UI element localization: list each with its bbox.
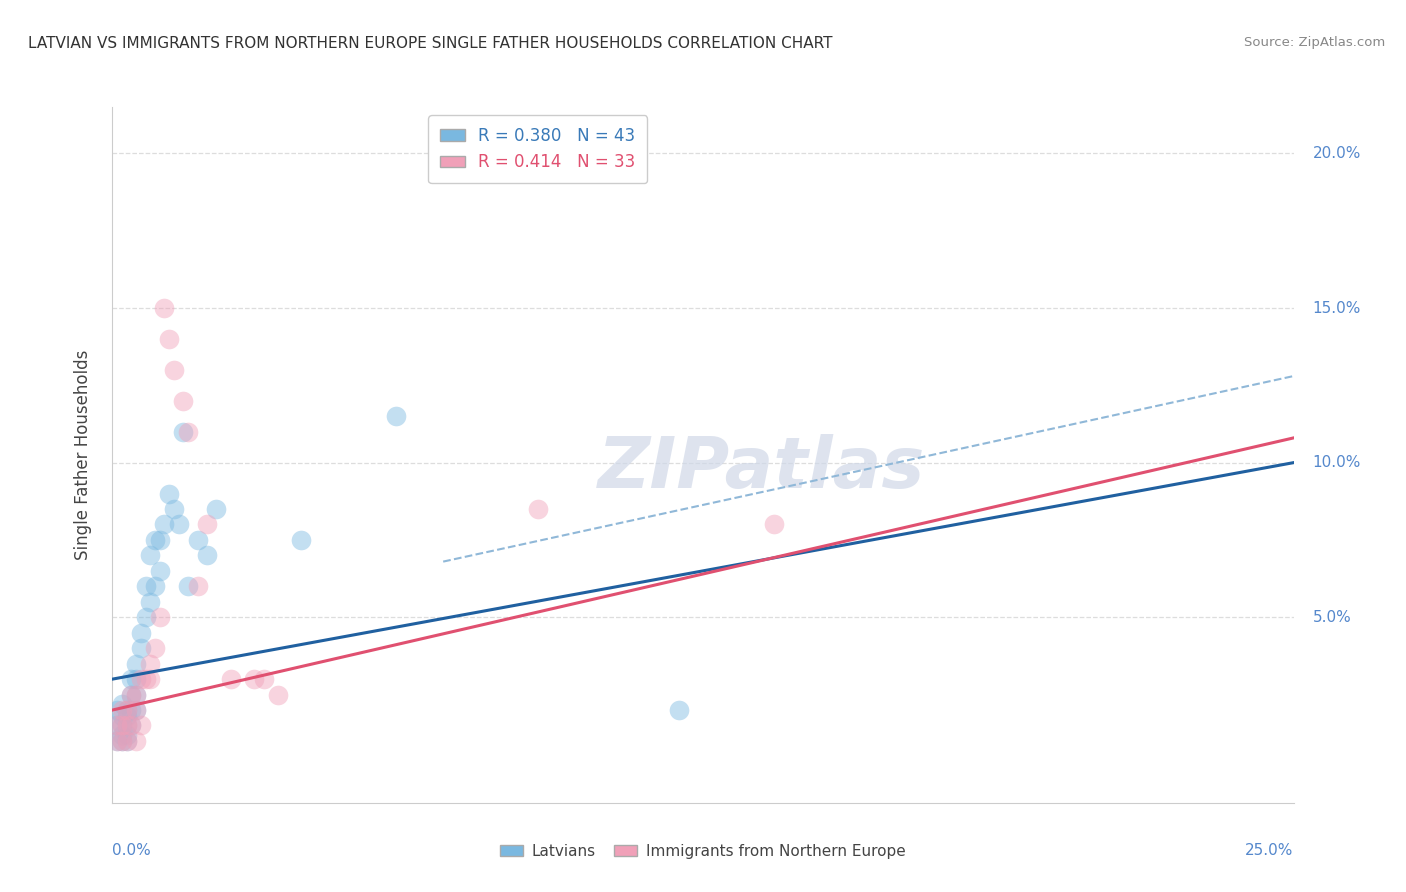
Point: [125, 672, 148, 686]
Point: [111, 734, 134, 748]
Point: [149, 533, 172, 547]
Point: [195, 517, 218, 532]
Point: [143, 641, 166, 656]
Point: [115, 728, 138, 742]
Point: [143, 579, 166, 593]
Point: [153, 301, 176, 315]
Text: 15.0%: 15.0%: [1312, 301, 1361, 316]
Point: [111, 728, 134, 742]
Point: [120, 703, 142, 717]
Point: [115, 709, 138, 723]
Text: 25.0%: 25.0%: [1246, 843, 1294, 858]
Point: [105, 703, 128, 717]
Point: [111, 718, 134, 732]
Point: [115, 734, 138, 748]
Point: [125, 657, 148, 671]
Point: [385, 409, 408, 424]
Point: [105, 718, 128, 732]
Point: [668, 703, 690, 717]
Point: [167, 517, 190, 532]
Point: [163, 363, 186, 377]
Point: [120, 672, 142, 686]
Point: [129, 625, 152, 640]
Point: [186, 579, 208, 593]
Point: [105, 734, 128, 748]
Text: 20.0%: 20.0%: [1312, 146, 1361, 161]
Point: [120, 688, 142, 702]
Point: [762, 517, 785, 532]
Point: [205, 502, 228, 516]
Point: [157, 486, 180, 500]
Point: [125, 703, 148, 717]
Legend: Latvians, Immigrants from Northern Europe: Latvians, Immigrants from Northern Europ…: [494, 838, 912, 864]
Point: [243, 672, 266, 686]
Point: [253, 672, 276, 686]
Point: [115, 703, 138, 717]
Point: [105, 734, 128, 748]
Point: [125, 734, 148, 748]
Point: [115, 718, 138, 732]
Point: [111, 734, 134, 748]
Point: [219, 672, 242, 686]
Point: [125, 688, 148, 702]
Point: [186, 533, 208, 547]
Point: [139, 672, 162, 686]
Point: [115, 718, 138, 732]
Point: [111, 718, 134, 732]
Point: [290, 533, 312, 547]
Point: [129, 641, 152, 656]
Point: [149, 564, 172, 578]
Point: [129, 672, 152, 686]
Point: [153, 517, 176, 532]
Point: [111, 709, 134, 723]
Point: [115, 734, 138, 748]
Point: [125, 688, 148, 702]
Point: [139, 657, 162, 671]
Point: [177, 425, 200, 439]
Point: [111, 703, 134, 717]
Point: [120, 718, 142, 732]
Text: 0.0%: 0.0%: [112, 843, 152, 858]
Point: [115, 703, 138, 717]
Text: Source: ZipAtlas.com: Source: ZipAtlas.com: [1244, 36, 1385, 49]
Point: [163, 502, 186, 516]
Point: [157, 332, 180, 346]
Point: [139, 549, 162, 563]
Point: [120, 688, 142, 702]
Point: [172, 393, 194, 408]
Point: [135, 672, 157, 686]
Point: [139, 595, 162, 609]
Point: [195, 549, 218, 563]
Text: Single Father Households: Single Father Households: [75, 350, 91, 560]
Point: [120, 718, 142, 732]
Point: [125, 703, 148, 717]
Point: [143, 533, 166, 547]
Point: [526, 502, 548, 516]
Point: [172, 425, 194, 439]
Point: [177, 579, 200, 593]
Text: 5.0%: 5.0%: [1312, 610, 1351, 624]
Text: 10.0%: 10.0%: [1312, 455, 1361, 470]
Point: [135, 579, 157, 593]
Text: ZIPatlas: ZIPatlas: [599, 434, 925, 503]
Point: [149, 610, 172, 624]
Point: [111, 697, 134, 711]
Point: [129, 718, 152, 732]
Point: [135, 610, 157, 624]
Point: [105, 718, 128, 732]
Text: LATVIAN VS IMMIGRANTS FROM NORTHERN EUROPE SINGLE FATHER HOUSEHOLDS CORRELATION : LATVIAN VS IMMIGRANTS FROM NORTHERN EURO…: [28, 36, 832, 51]
Point: [267, 688, 290, 702]
